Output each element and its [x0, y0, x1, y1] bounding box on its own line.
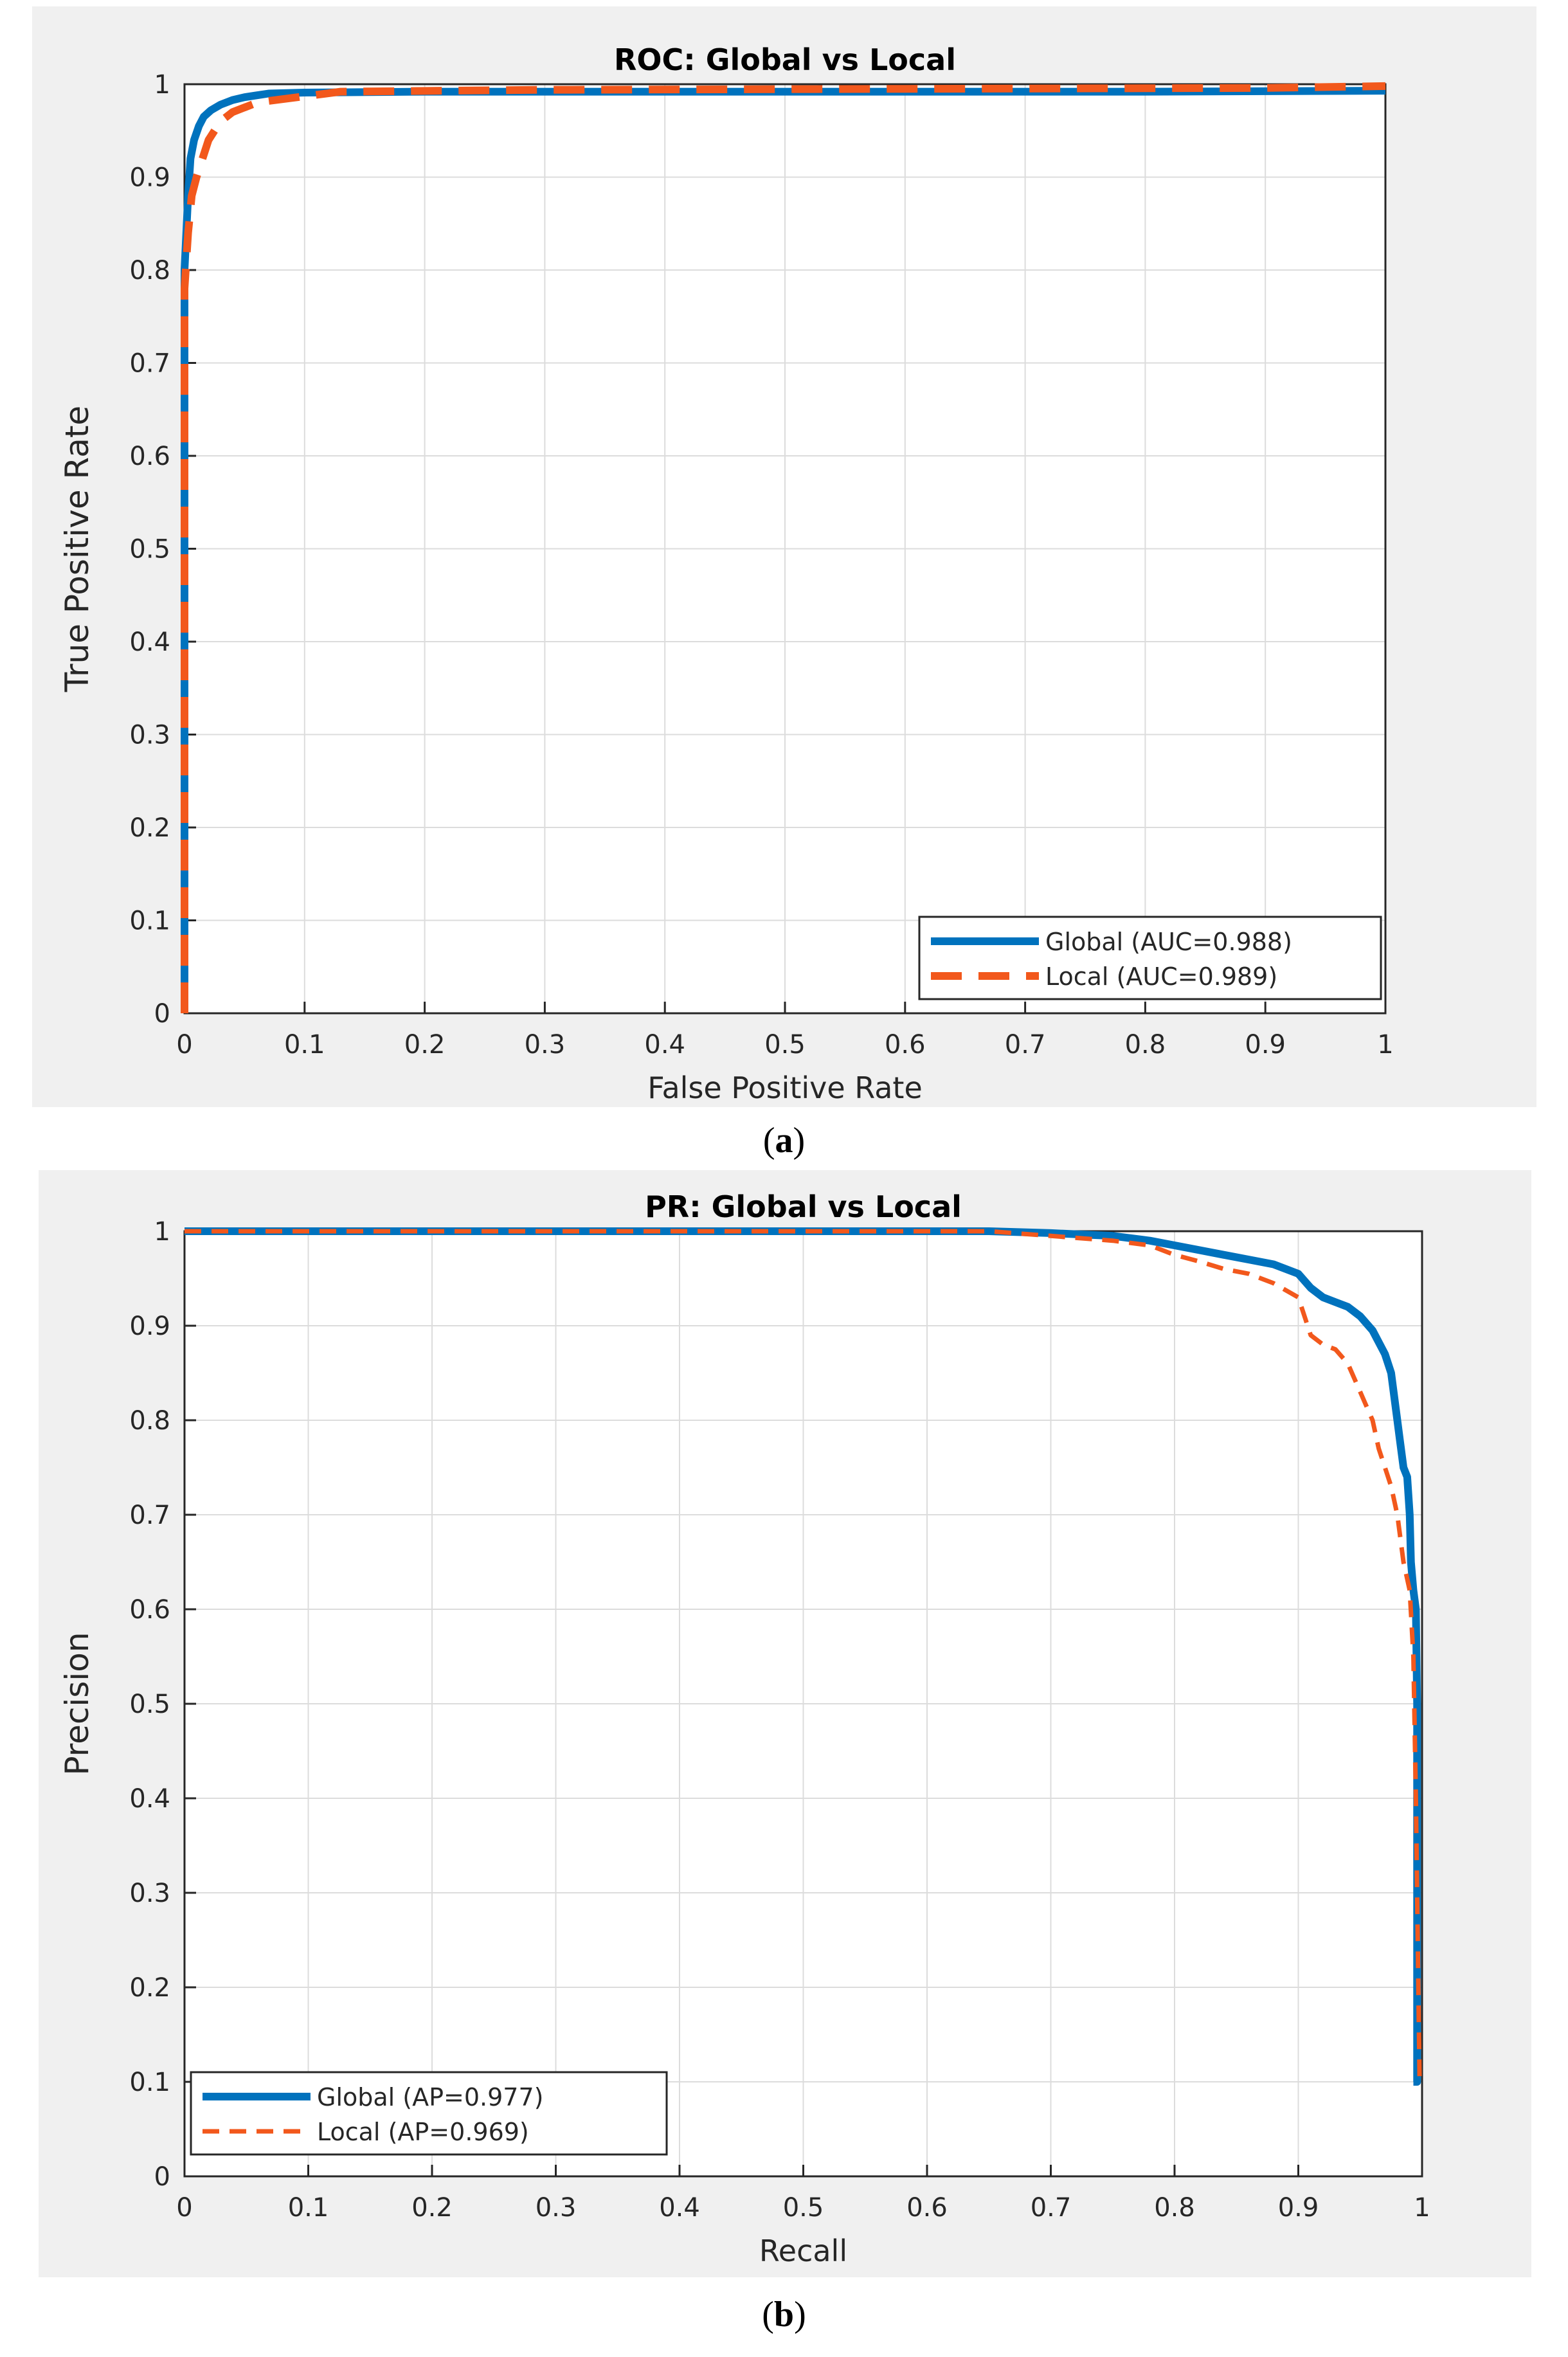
pr-chart-panel: 0 0.1 0.2 0.3 0.4 0.5 0.6 0.7 0.8 0.9 1 0 0.1 0.2 0.3 0… [39, 1170, 1531, 2277]
y-axis-label: True Positive Rate [59, 406, 96, 692]
y-tick-label: 0.9 [129, 1312, 170, 1341]
x-tick-label: 0.9 [1245, 1030, 1286, 1060]
series-line-global [185, 1227, 1421, 2086]
y-tick-label: 0.5 [129, 1690, 170, 1719]
x-tick-label: 0 [176, 1030, 192, 1060]
x-tick-label: 0.7 [1005, 1030, 1046, 1060]
pr-chart: 0 0.1 0.2 0.3 0.4 0.5 0.6 0.7 0.8 0.9 1 0 0.1 0.2 0.3 0… [59, 1189, 1430, 2268]
y-tick-label: 0.2 [129, 813, 170, 843]
y-tick-label: 0.8 [129, 256, 170, 285]
y-tick-label: 0.9 [129, 163, 170, 193]
legend-box [190, 2071, 668, 2156]
x-tick-label: 0.6 [906, 2193, 948, 2223]
caption-a-close: ) [793, 1121, 806, 1160]
chart-title: ROC: Global vs Local [614, 42, 956, 77]
y-tick-label: 0.4 [129, 1784, 170, 1814]
x-tick-label: 0 [176, 2193, 192, 2223]
x-axis-label: Recall [759, 2234, 847, 2268]
x-tick-label: 0.5 [783, 2193, 824, 2223]
y-tick-label: 0.2 [129, 1973, 170, 2003]
x-tick-label: 0.4 [659, 2193, 700, 2223]
x-tick-label: 1 [1414, 2193, 1430, 2223]
y-axis-label: Precision [59, 1632, 96, 1775]
x-tick-label: 0.8 [1154, 2193, 1195, 2223]
y-tick-label: 0.8 [129, 1406, 170, 1436]
caption-b-letter: b [773, 2295, 795, 2334]
y-tick-label: 0 [154, 2162, 170, 2192]
chart-title: PR: Global vs Local [645, 1189, 962, 1224]
y-tick-label: 0 [154, 999, 170, 1029]
legend-label-global: Global (AP=0.977) [317, 2083, 543, 2111]
roc-chart-panel: 0 0.1 0.2 0.3 0.4 0.5 0.6 0.7 0.8 0.9 1 0 0.1 0.2 0.3 0… [32, 6, 1536, 1107]
caption-a-letter: a [775, 1121, 793, 1160]
y-tick-label: 0.5 [129, 535, 170, 564]
caption-b-open: ( [762, 2295, 774, 2334]
caption-b: (b) [0, 2294, 1568, 2335]
x-tick-label: 0.1 [284, 1030, 325, 1060]
legend-label-local: Local (AP=0.969) [317, 2118, 529, 2146]
x-tick-label: 0.2 [404, 1030, 446, 1060]
x-tick-label: 0.1 [288, 2193, 329, 2223]
y-tick-label: 0.4 [129, 628, 170, 657]
y-tick-label: 0.3 [129, 1879, 170, 1908]
y-tick-label: 0.1 [129, 2068, 170, 2097]
y-tick-label: 0.7 [129, 1501, 170, 1530]
caption-b-close: ) [794, 2295, 806, 2334]
x-tick-label: 0.3 [536, 2193, 577, 2223]
y-tick-label: 0.6 [129, 1595, 170, 1625]
legend-label-local: Local (AUC=0.989) [1045, 962, 1277, 991]
series-line-local [185, 1229, 1422, 2084]
caption-a: (a) [0, 1120, 1568, 1161]
x-tick-label: 0.4 [644, 1030, 685, 1060]
x-tick-label: 0.6 [885, 1030, 926, 1060]
y-tick-label: 1 [154, 1217, 170, 1247]
series-line-local [181, 82, 1386, 1013]
legend-box [918, 916, 1382, 1000]
x-tick-label: 0.5 [764, 1030, 806, 1060]
legend-label-global: Global (AUC=0.988) [1045, 928, 1292, 956]
x-tick-label: 1 [1377, 1030, 1393, 1060]
y-tick-label: 0.3 [129, 721, 170, 750]
x-tick-label: 0.8 [1125, 1030, 1166, 1060]
y-tick-label: 1 [154, 70, 170, 100]
x-tick-label: 0.7 [1031, 2193, 1072, 2223]
caption-a-open: ( [762, 1121, 775, 1160]
y-tick-label: 0.7 [129, 349, 170, 379]
y-tick-label: 0.6 [129, 442, 170, 471]
x-tick-label: 0.2 [411, 2193, 453, 2223]
roc-chart: 0 0.1 0.2 0.3 0.4 0.5 0.6 0.7 0.8 0.9 1 0 0.1 0.2 0.3 0… [59, 42, 1394, 1105]
x-tick-label: 0.9 [1278, 2193, 1319, 2223]
x-tick-label: 0.3 [525, 1030, 566, 1060]
y-tick-label: 0.1 [129, 907, 170, 936]
x-axis-label: False Positive Rate [647, 1070, 923, 1105]
